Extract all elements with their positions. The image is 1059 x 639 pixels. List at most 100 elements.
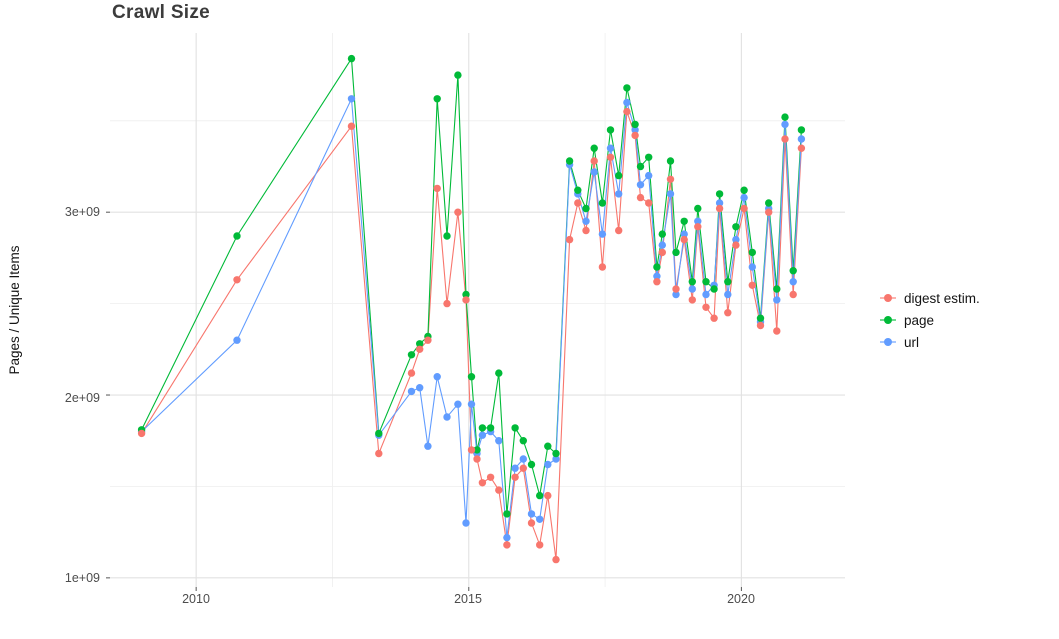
data-point-page (416, 340, 424, 348)
data-point-page (658, 230, 666, 238)
data-point-digest-estim (503, 541, 511, 549)
legend-item-page: page (879, 309, 980, 331)
data-point-url (511, 464, 519, 472)
data-point-page (710, 285, 718, 293)
data-point-digest-estim (433, 184, 441, 193)
data-point-digest-estim (478, 479, 487, 487)
data-point-page (544, 442, 552, 450)
data-point-url (552, 455, 560, 463)
data-point-digest-estim (454, 208, 462, 216)
data-point-page (645, 153, 653, 161)
data-point-url (645, 171, 653, 180)
data-point-digest-estim (715, 204, 724, 213)
data-point-digest-estim (536, 541, 544, 549)
data-point-page (454, 71, 462, 79)
data-point-page (582, 204, 590, 213)
data-point-digest-estim (631, 131, 639, 140)
legend-key-page (880, 316, 896, 324)
gridlines (106, 33, 845, 591)
data-point-digest-estim (424, 336, 432, 344)
data-point-page (715, 190, 724, 198)
data-point-url (582, 217, 590, 225)
data-point-url (454, 400, 462, 408)
data-point-url (615, 190, 623, 198)
data-point-page (565, 157, 574, 165)
data-point-url (590, 168, 598, 176)
data-point-digest-estim (486, 473, 495, 481)
data-point-url (732, 235, 740, 244)
data-point-digest-estim (756, 321, 765, 330)
data-point-digest-estim (416, 345, 424, 353)
line-url (141, 96, 802, 538)
data-point-url (672, 290, 680, 299)
data-point-url (536, 515, 544, 523)
data-point-url (503, 533, 511, 542)
data-point-page (233, 232, 241, 240)
data-point-digest-estim (666, 175, 675, 183)
data-point-digest-estim (645, 199, 653, 207)
data-point-url (467, 400, 476, 408)
data-point-page (495, 369, 503, 377)
data-point-url (347, 95, 356, 103)
line-digest-estim (141, 111, 802, 560)
data-point-digest-estim (473, 455, 481, 463)
data-point-digest-estim (781, 135, 789, 143)
data-point-url (680, 230, 688, 238)
data-point-url (433, 373, 441, 381)
data-point-url (688, 285, 696, 293)
data-point-digest-estim (347, 122, 356, 130)
data-point-url (623, 98, 631, 107)
data-point-digest-estim (623, 107, 631, 116)
data-point-page (680, 217, 688, 225)
data-point-url (724, 290, 732, 299)
series-layer (137, 54, 806, 564)
data-point-digest-estim (443, 299, 451, 308)
data-point-page (653, 263, 661, 271)
data-point-digest-estim (688, 296, 696, 304)
data-point-digest-estim (653, 278, 661, 286)
legend-item-url: url (879, 331, 980, 353)
data-point-digest-estim (565, 235, 574, 244)
data-point-url (631, 126, 639, 134)
data-point-page (433, 95, 441, 103)
data-point-digest-estim (375, 449, 383, 458)
data-point-page (773, 285, 781, 293)
data-point-page (748, 248, 756, 257)
data-point-digest-estim (773, 327, 781, 335)
data-point-page (724, 278, 732, 286)
data-point-digest-estim (606, 153, 615, 161)
data-point-url (694, 217, 702, 225)
legend-key-url (880, 338, 896, 346)
data-point-page (606, 126, 615, 134)
data-point-digest-estim (724, 309, 732, 317)
data-point-url (233, 336, 241, 344)
data-point-url (407, 387, 416, 396)
data-point-url (748, 263, 756, 271)
data-point-page (467, 373, 476, 381)
data-point-digest-estim (615, 226, 623, 235)
data-point-url (462, 519, 470, 527)
data-point-page (443, 232, 451, 240)
data-point-page (503, 510, 511, 518)
data-point-page (789, 267, 797, 275)
data-point-digest-estim (598, 263, 607, 271)
data-point-url (658, 241, 666, 249)
data-point-page (375, 429, 383, 438)
y-tick-label-2: 2e+09 (64, 391, 100, 405)
legend: digest estim. page url (879, 287, 980, 353)
data-point-digest-estim (511, 473, 519, 481)
data-point-page (631, 120, 639, 129)
data-point-page (636, 162, 645, 171)
x-tick-label-3: 2020 (727, 592, 755, 606)
data-point-digest-estim (789, 290, 797, 299)
points-digest-estim (137, 107, 806, 564)
points-url (137, 95, 806, 542)
data-point-url (478, 431, 487, 439)
data-point-digest-estim (658, 248, 666, 257)
y-axis-title: Pages / Unique Items (7, 245, 22, 375)
data-point-digest-estim (748, 281, 756, 289)
data-point-url (715, 199, 724, 207)
data-point-digest-estim (495, 486, 503, 494)
